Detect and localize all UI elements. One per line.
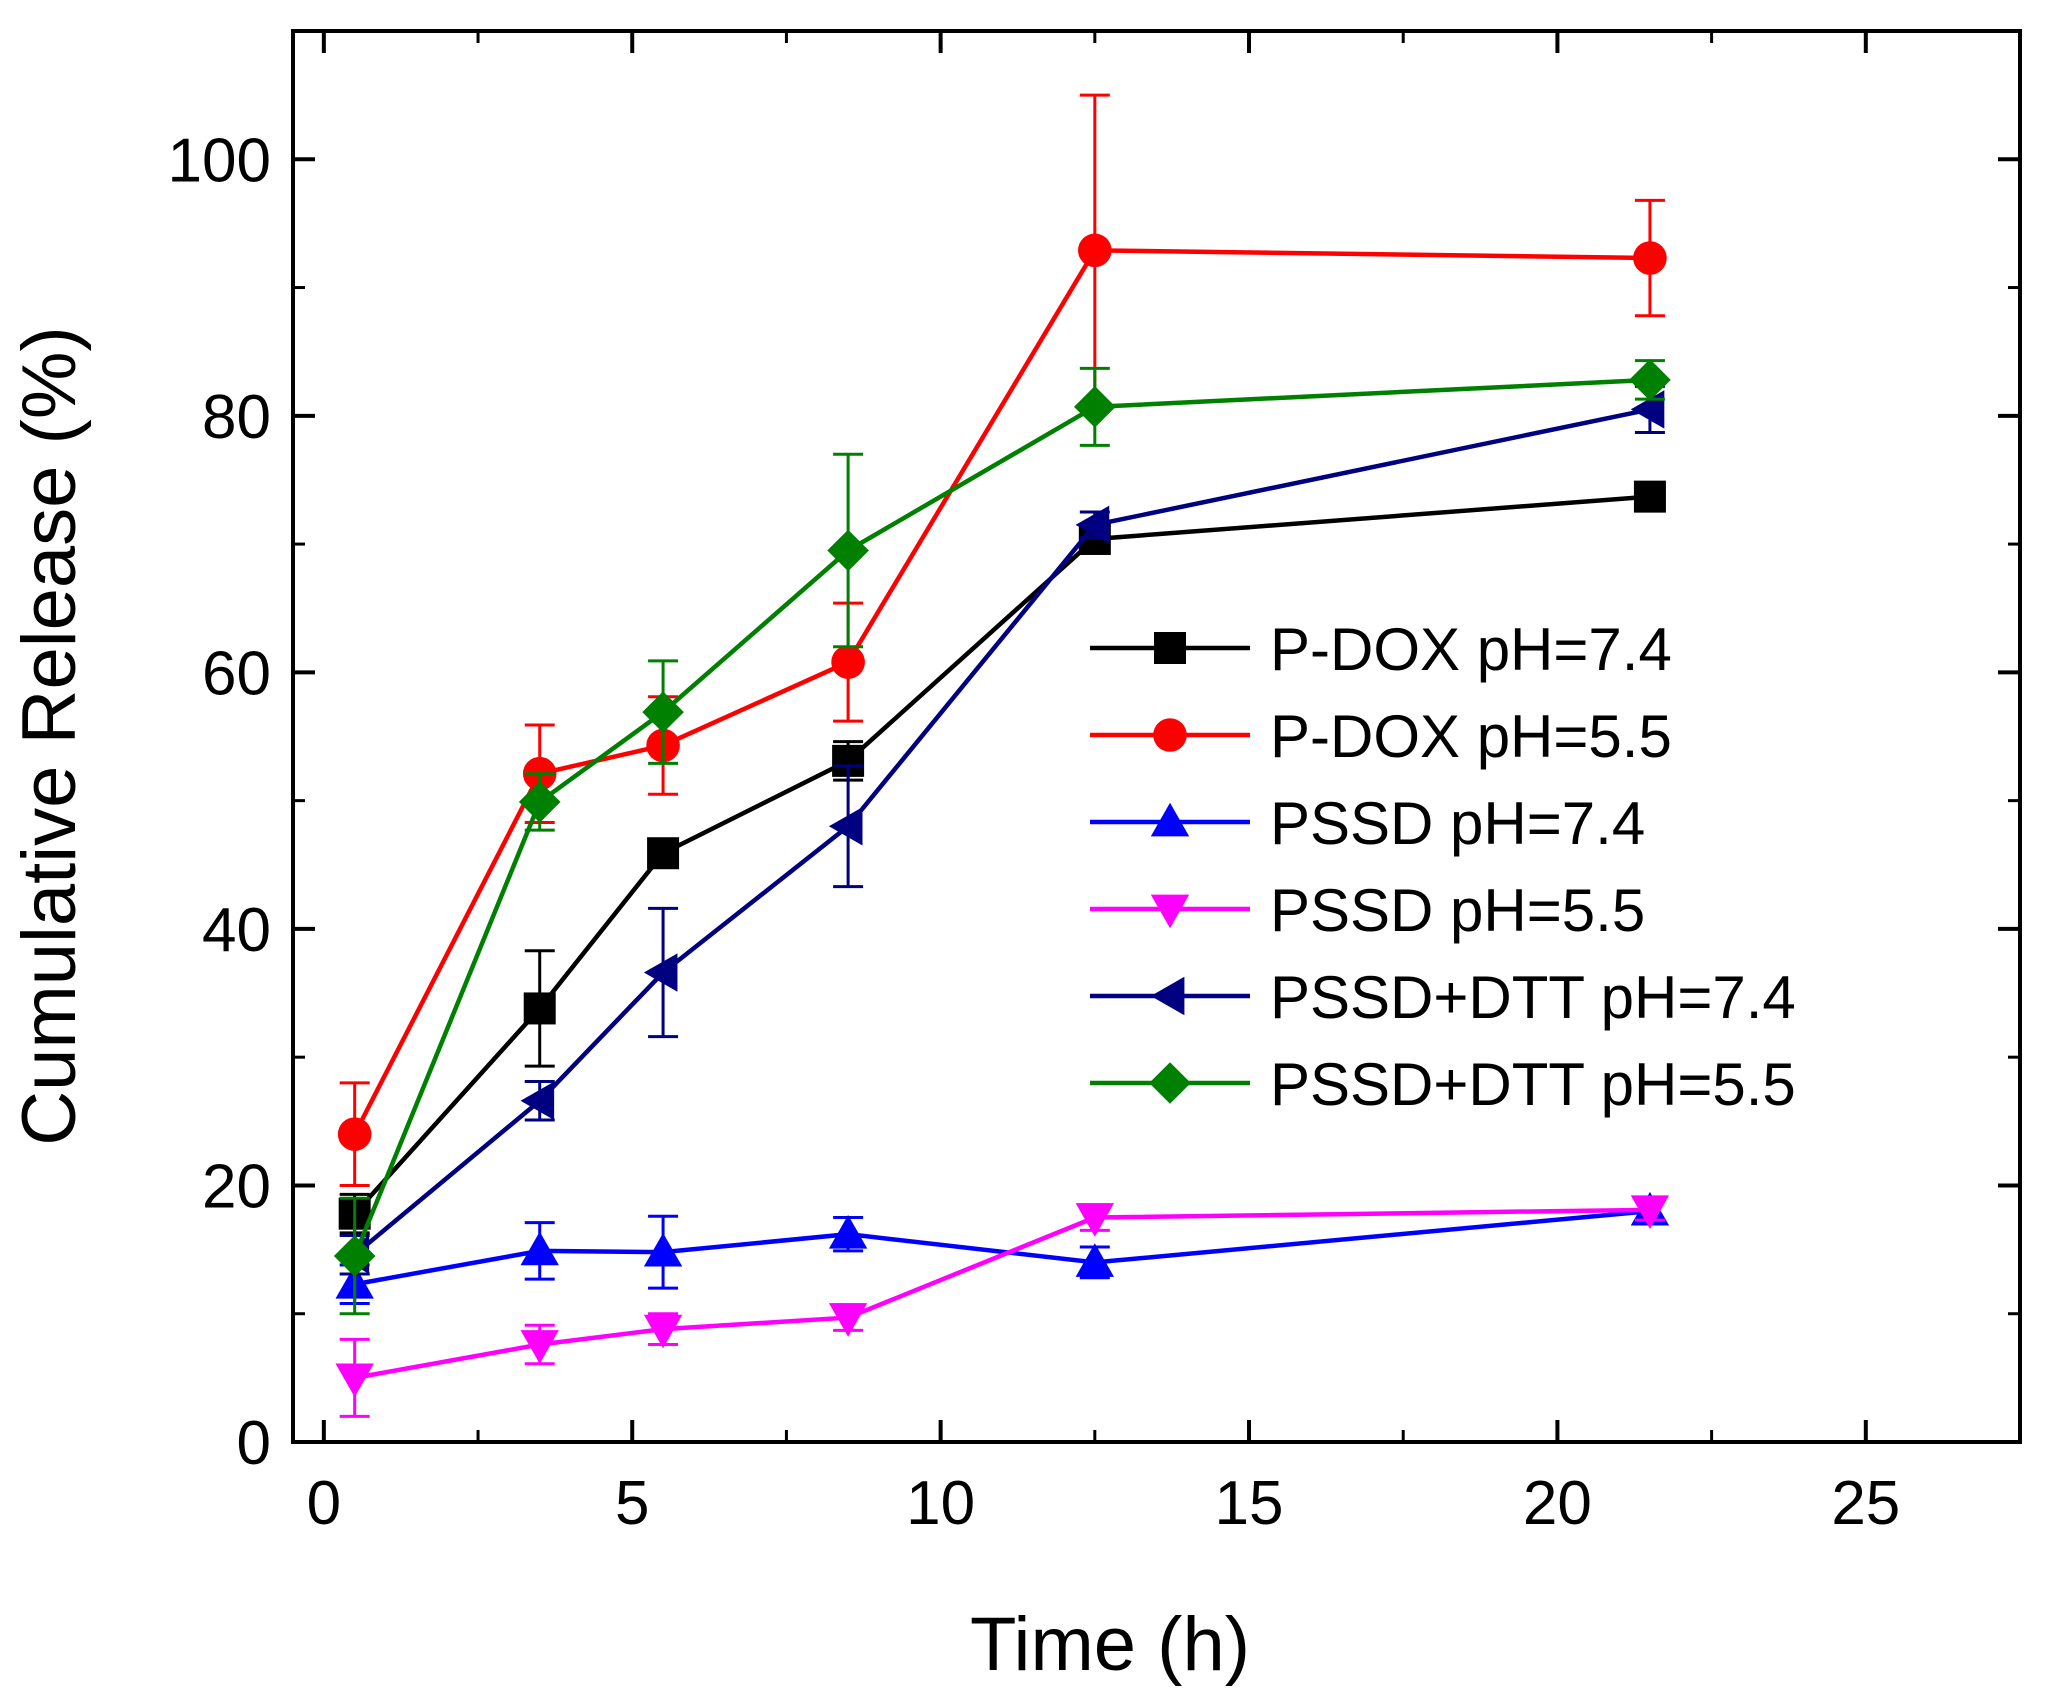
marker-triangle-up (520, 1231, 559, 1266)
marker-triangle-down (828, 1303, 868, 1337)
series-line (353, 494, 1651, 1216)
marker-diamond (518, 781, 561, 823)
legend-label: PSSD pH=7.4 (1270, 790, 1645, 857)
marker-triangle-left (828, 807, 863, 846)
marker-square (523, 992, 556, 1025)
y-tick-label: 80 (202, 383, 271, 452)
legend-entry: P-DOX pH=7.4 (1090, 616, 1672, 683)
marker-triangle-down (643, 1314, 683, 1349)
marker-diamond (1629, 359, 1671, 401)
marker-circle (1633, 241, 1667, 275)
legend: P-DOX pH=7.4 P-DOX pH=5.5 PSSD pH=7.4 PSSD … (1090, 616, 1796, 1118)
y-tick-label: 100 (168, 126, 271, 195)
marker-triangle-up (1075, 1243, 1115, 1277)
x-tick-label: 20 (1523, 1469, 1592, 1538)
series-line (353, 407, 1651, 1257)
x-tick-label: 25 (1831, 1469, 1900, 1538)
legend-label: PSSD+DTT pH=7.4 (1270, 964, 1796, 1031)
marker-triangle-down (1075, 1203, 1115, 1237)
marker-circle (831, 645, 865, 679)
series-2 (335, 1191, 1670, 1305)
marker-triangle-up (1150, 802, 1190, 837)
marker-triangle-down (1150, 894, 1190, 929)
marker-diamond (642, 691, 684, 733)
marker-diamond (827, 529, 869, 572)
marker-square (647, 837, 680, 870)
legend-entry: PSSD+DTT pH=7.4 (1090, 964, 1796, 1031)
marker-triangle-left (1075, 505, 1110, 545)
marker-triangle-up (643, 1232, 683, 1267)
marker-triangle-up (828, 1214, 868, 1249)
x-tick-label: 5 (615, 1469, 649, 1538)
series-5 (333, 359, 1671, 1316)
series-3 (335, 1195, 1670, 1418)
marker-square (1154, 632, 1186, 664)
y-axis-ticks: 0 20 40 60 80 100 (168, 126, 2020, 1478)
marker-diamond (1074, 386, 1116, 428)
legend-entry: PSSD pH=7.4 (1090, 790, 1645, 857)
legend-entry: PSSD+DTT pH=5.5 (1090, 1051, 1796, 1118)
y-axis-title: Cumulative Release (%) (7, 326, 92, 1145)
x-axis-ticks: 0 5 10 15 20 25 (307, 31, 1900, 1538)
series-line (354, 1208, 1651, 1287)
marker-circle (1153, 718, 1187, 752)
x-axis-title: Time (h) (970, 1602, 1250, 1687)
marker-triangle-down (335, 1363, 374, 1398)
marker-circle (337, 1117, 372, 1151)
y-tick-label: 20 (202, 1152, 271, 1221)
legend-label: P-DOX pH=5.5 (1270, 703, 1672, 770)
marker-triangle-left (643, 953, 678, 992)
legend-entry: PSSD pH=5.5 (1090, 877, 1645, 944)
marker-circle (1078, 233, 1112, 268)
x-tick-label: 0 (307, 1469, 341, 1538)
y-tick-label: 0 (237, 1409, 271, 1478)
x-tick-label: 10 (906, 1469, 975, 1538)
marker-triangle-down (520, 1330, 559, 1364)
marker-triangle-down (1630, 1195, 1670, 1230)
legend-entry: P-DOX pH=5.5 (1090, 703, 1672, 770)
series-4 (335, 384, 1665, 1276)
series-layer (333, 93, 1671, 1418)
series-line (354, 1207, 1650, 1381)
y-tick-label: 60 (202, 639, 271, 708)
series-line (352, 377, 1651, 1257)
marker-diamond (1149, 1062, 1191, 1104)
plot-frame (291, 29, 2022, 1444)
legend-label: PSSD pH=5.5 (1270, 877, 1645, 944)
marker-square (1633, 480, 1666, 513)
legend-label: PSSD+DTT pH=5.5 (1270, 1051, 1796, 1118)
legend-label: P-DOX pH=7.4 (1270, 616, 1672, 683)
marker-triangle-left (520, 1081, 555, 1120)
x-tick-label: 15 (1215, 1469, 1284, 1538)
series-1 (337, 93, 1667, 1187)
series-line (352, 248, 1650, 1136)
marker-triangle-left (1150, 976, 1185, 1016)
y-tick-label: 40 (202, 896, 271, 965)
marker-diamond (333, 1235, 376, 1277)
